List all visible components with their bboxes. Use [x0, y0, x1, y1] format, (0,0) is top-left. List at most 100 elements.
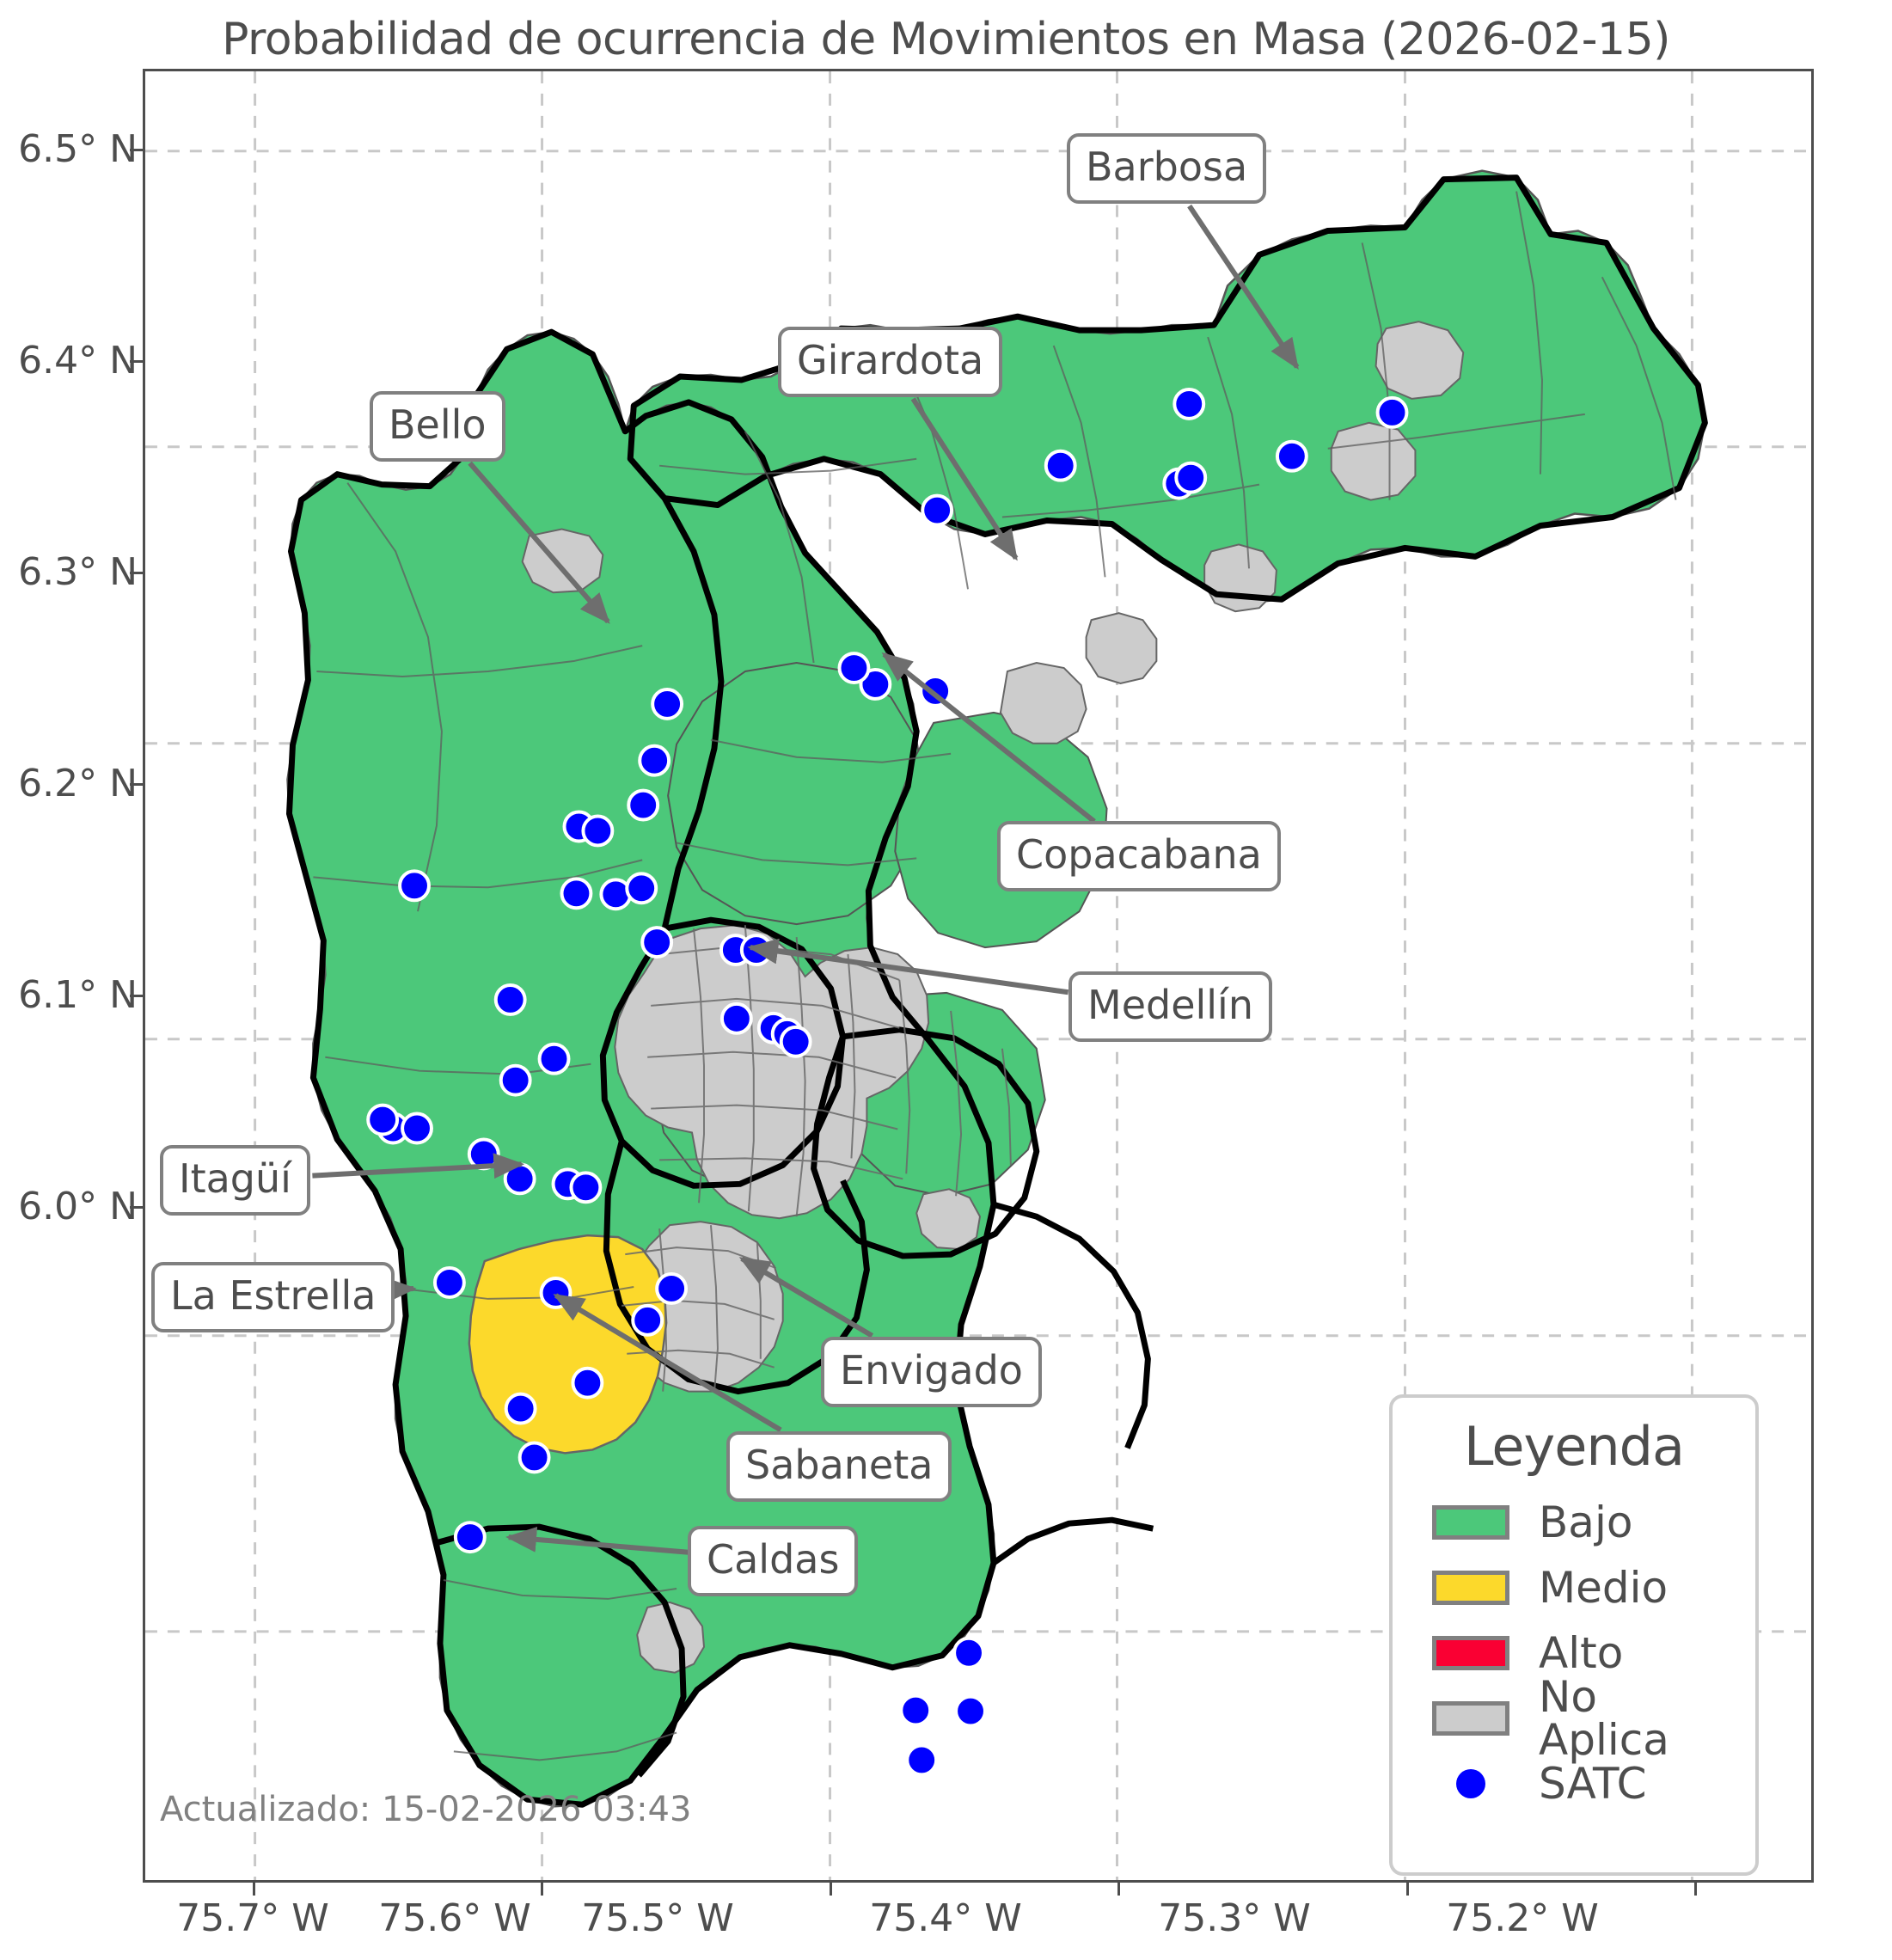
legend-rows: Bajo Medio Alto No Aplica SATC [1411, 1490, 1736, 1816]
xtick-label: 75.2° W [1446, 1896, 1599, 1940]
legend-label: No Aplica [1539, 1672, 1669, 1765]
legend-title: Leyenda [1463, 1415, 1685, 1478]
satc-point[interactable] [581, 814, 615, 848]
xtick-label: 75.6° W [378, 1896, 531, 1940]
annotation-copacabana[interactable]: Copacabana [997, 821, 1281, 891]
vereda-borders [313, 191, 1677, 1761]
legend-swatch-bajo [1432, 1505, 1509, 1540]
satc-point[interactable] [952, 1636, 985, 1669]
leader-line-sabaneta [553, 1293, 782, 1433]
legend-label: Alto [1539, 1628, 1624, 1678]
legend-item-alto[interactable]: Alto [1411, 1620, 1736, 1686]
satc-point[interactable] [627, 788, 660, 822]
satc-point[interactable] [638, 744, 671, 777]
satc-point[interactable] [651, 687, 684, 720]
ytick-mark [130, 1206, 143, 1209]
ytick-label: 6.2° N [18, 762, 138, 805]
leader-line-medellín [747, 938, 1069, 995]
legend-item-bajo[interactable]: Bajo [1411, 1490, 1736, 1555]
comuna-grid [621, 925, 1012, 1393]
annotation-leader-lines [312, 204, 1300, 1555]
leader-line-caldas [505, 1526, 689, 1555]
satc-point[interactable] [560, 877, 593, 910]
satc-point[interactable] [366, 1103, 400, 1136]
legend-item-medio[interactable]: Medio [1411, 1555, 1736, 1620]
xtick-mark [253, 1883, 255, 1896]
satc-point[interactable] [655, 1272, 689, 1305]
ytick-mark [130, 572, 143, 574]
xtick-label: 75.7° W [176, 1896, 329, 1940]
xtick-label: 75.3° W [1158, 1896, 1311, 1940]
satc-point[interactable] [504, 1392, 537, 1425]
satc-point[interactable] [503, 1162, 536, 1196]
satc-point[interactable] [1375, 395, 1409, 429]
leader-line-copacabana [881, 652, 1096, 824]
annotation-envigado[interactable]: Envigado [821, 1337, 1042, 1407]
satc-point[interactable] [905, 1743, 939, 1777]
xtick-mark [830, 1883, 832, 1896]
annotation-barbosa[interactable]: Barbosa [1067, 133, 1267, 204]
annotation-bello[interactable]: Bello [370, 391, 505, 462]
annotation-itag--[interactable]: Itagüí [160, 1145, 310, 1216]
satc-point[interactable] [537, 1042, 571, 1075]
legend-swatch-no-aplica [1432, 1701, 1509, 1736]
satc-point[interactable] [640, 926, 674, 959]
satc-point[interactable] [398, 869, 431, 903]
annotation-girardota[interactable]: Girardota [778, 327, 1003, 397]
satc-point[interactable] [625, 872, 658, 905]
annotation-la-estrella[interactable]: La Estrella [151, 1262, 395, 1332]
ytick-label: 6.3° N [18, 550, 138, 594]
satc-point[interactable] [517, 1441, 551, 1474]
legend-swatch-medio [1432, 1571, 1509, 1605]
satc-point[interactable] [432, 1266, 466, 1299]
annotation-caldas[interactable]: Caldas [688, 1526, 859, 1596]
xtick-mark [541, 1883, 543, 1896]
legend-item-no-aplica[interactable]: No Aplica [1411, 1675, 1736, 1761]
leader-line-barbosa [1187, 204, 1300, 371]
satc-point[interactable] [631, 1303, 664, 1337]
satc-point[interactable] [499, 1063, 532, 1097]
satc-point[interactable] [1044, 449, 1077, 482]
xtick-mark [1694, 1883, 1697, 1896]
legend-item-satc[interactable]: SATC [1411, 1751, 1736, 1816]
xtick-label: 75.5° W [581, 1896, 734, 1940]
satc-point[interactable] [1174, 461, 1208, 494]
ytick-label: 6.4° N [18, 339, 138, 383]
ytick-label: 6.1° N [18, 973, 138, 1017]
satc-point[interactable] [569, 1171, 603, 1204]
ytick-label: 6.5° N [18, 127, 138, 171]
legend-label: Bajo [1539, 1498, 1633, 1547]
satc-point[interactable] [493, 983, 527, 1016]
legend-swatch-alto [1432, 1636, 1509, 1670]
ytick-mark [130, 360, 143, 363]
ytick-mark [130, 995, 143, 997]
page-title: Probabilidad de ocurrencia de Movimiento… [222, 14, 1670, 65]
satc-point[interactable] [1275, 439, 1308, 473]
xtick-mark [1406, 1883, 1409, 1896]
legend-label: SATC [1539, 1759, 1647, 1809]
annotation-sabaneta[interactable]: Sabaneta [726, 1431, 952, 1502]
no-aplica-areas [521, 321, 1465, 1674]
xtick-label: 75.4° W [869, 1896, 1022, 1940]
legend: Leyenda Bajo Medio Alto No Aplica SATC [1389, 1394, 1759, 1876]
leader-line-girardota [910, 397, 1019, 561]
ytick-mark [130, 149, 143, 151]
satc-point[interactable] [571, 1366, 604, 1400]
satc-point[interactable] [837, 652, 871, 684]
satc-dot-icon [1456, 1769, 1485, 1798]
legend-dot-wrapper [1432, 1769, 1509, 1798]
satc-point[interactable] [921, 493, 954, 527]
satc-point[interactable] [954, 1694, 987, 1728]
leader-line-envigado [738, 1256, 874, 1338]
satc-point[interactable] [1173, 387, 1206, 420]
satc-point[interactable] [453, 1521, 487, 1554]
leader-line-itagüí [312, 1153, 525, 1179]
satc-point[interactable] [899, 1694, 933, 1727]
satc-point[interactable] [779, 1025, 812, 1058]
ytick-mark [130, 783, 143, 786]
leader-line-bello [468, 461, 610, 624]
satc-point[interactable] [719, 1001, 753, 1035]
satc-point[interactable] [401, 1112, 433, 1145]
annotation-medell-n[interactable]: Medellín [1068, 971, 1272, 1042]
